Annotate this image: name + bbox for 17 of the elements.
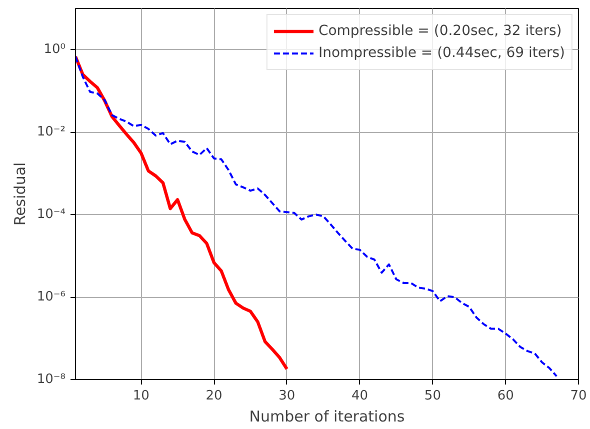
y-tick-label: 10⁻⁸ xyxy=(36,372,66,387)
y-tick-label: 10⁻⁶ xyxy=(36,290,66,305)
x-axis-title: Number of iterations xyxy=(249,408,405,426)
x-tick-label: 30 xyxy=(278,388,296,404)
y-axis-title: Residual xyxy=(10,162,29,226)
x-tick-label: 40 xyxy=(352,388,368,404)
x-tick-label: 20 xyxy=(206,388,222,404)
x-tick-label: 10 xyxy=(132,388,150,404)
x-tick-label: 60 xyxy=(497,388,514,404)
legend-label: Inompressible = (0.44sec, 69 iters) xyxy=(318,45,565,61)
line-series xyxy=(76,55,289,371)
legend-label: Compressible = (0.20sec, 32 iters) xyxy=(318,23,562,39)
x-tick-label: 50 xyxy=(424,388,441,404)
y-tick-label: 10⁰ xyxy=(44,42,66,58)
x-tick-label: 70 xyxy=(570,388,587,404)
y-tick-label: 10⁻⁴ xyxy=(36,207,66,222)
y-tick-label: 10⁻² xyxy=(36,124,66,140)
